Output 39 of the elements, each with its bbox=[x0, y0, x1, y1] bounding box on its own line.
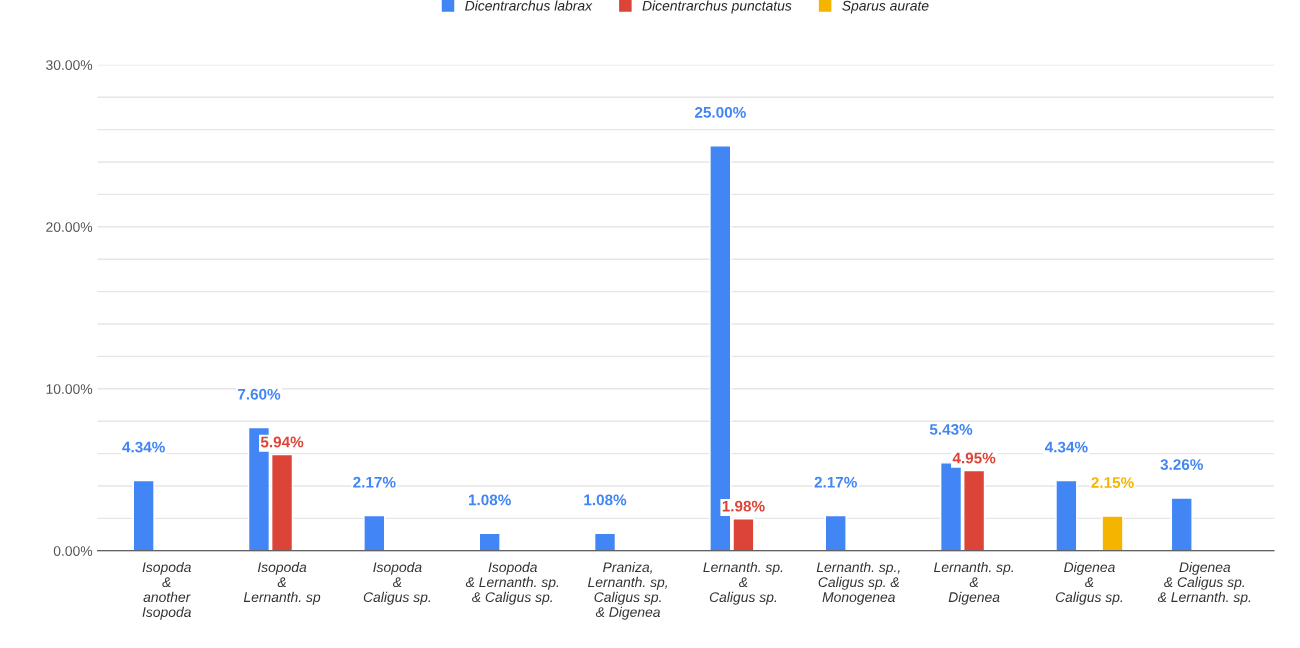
x-tick-label: Isopoda & Lernanth. sp. & Caligus sp. bbox=[465, 561, 559, 605]
bar bbox=[1170, 497, 1193, 551]
x-tick-label: Isopoda & Lernanth. sp bbox=[243, 561, 321, 605]
data-label: 2.17% bbox=[353, 476, 396, 488]
x-tick-label: Isopoda & Caligus sp. bbox=[363, 561, 431, 605]
y-tick-label: 10.00% bbox=[46, 384, 93, 394]
bar bbox=[593, 532, 617, 551]
x-tick-label: Isopoda & another Isopoda bbox=[142, 561, 191, 620]
data-label: 4.34% bbox=[1044, 441, 1088, 453]
legend-label: Dicentrarchus punctatus bbox=[642, 0, 792, 14]
y-tick-label: 30.00% bbox=[46, 60, 93, 70]
x-tick-label: Digenea & Caligus sp. bbox=[1055, 561, 1123, 605]
data-label: 1.08% bbox=[468, 494, 511, 506]
data-label: 4.95% bbox=[952, 452, 996, 464]
bar bbox=[132, 479, 155, 551]
data-label: 4.34% bbox=[122, 441, 165, 453]
legend-label: Dicentrarchus labrax bbox=[465, 0, 593, 11]
data-label: 2.15% bbox=[1091, 477, 1134, 488]
data-label: 5.94% bbox=[260, 436, 304, 448]
data-label: 5.43% bbox=[929, 424, 973, 435]
bar bbox=[478, 532, 501, 551]
data-label: 1.98% bbox=[722, 500, 765, 512]
data-label: 2.17% bbox=[814, 476, 857, 488]
x-tick-label: Lernanth. sp. & Caligus sp. bbox=[703, 561, 783, 605]
x-tick-label: Digenea & Caligus sp. & Lernanth. sp. bbox=[1157, 561, 1251, 605]
data-label: 7.60% bbox=[237, 388, 281, 400]
bar bbox=[1055, 479, 1078, 551]
x-tick-label: Praniza, Lernanth. sp, Caligus sp. & Digenea bbox=[587, 561, 667, 620]
data-label: 3.26% bbox=[1160, 459, 1203, 470]
data-label: 1.08% bbox=[584, 494, 627, 506]
y-tick-label: 20.00% bbox=[46, 222, 93, 232]
x-tick-label: Lernanth. sp., Caligus sp. & Monogenea bbox=[816, 561, 900, 605]
bar bbox=[1101, 515, 1124, 551]
data-label: 25.00% bbox=[694, 106, 746, 118]
legend-label: Sparus aurate bbox=[842, 0, 929, 14]
x-tick-label: Lernanth. sp. & Digenea bbox=[934, 561, 1013, 605]
y-tick-label: 0.00% bbox=[53, 546, 93, 556]
bar bbox=[363, 514, 386, 551]
bar bbox=[824, 514, 847, 551]
